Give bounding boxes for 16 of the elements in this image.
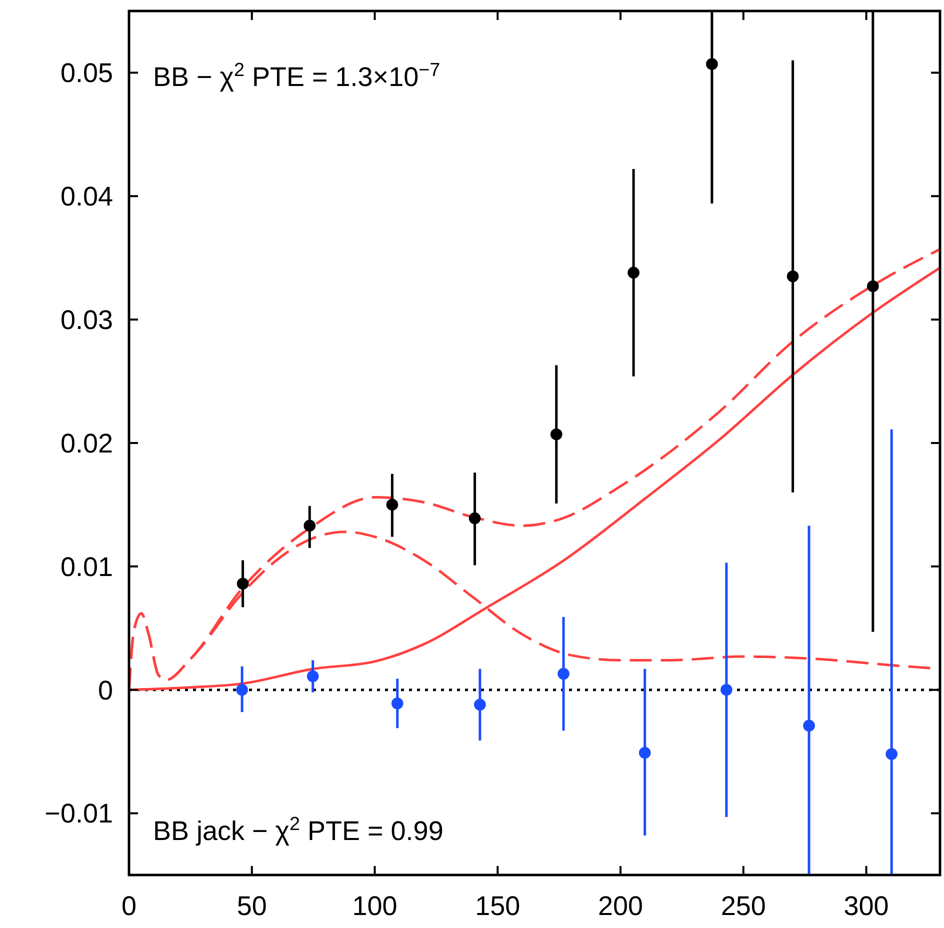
y-tick-label: 0 [98,675,113,706]
x-tick-label: 0 [121,891,137,921]
x-tick-label: 300 [844,891,889,921]
y-tick-label: 0.03 [60,305,113,336]
x-tick-label: 200 [598,891,644,921]
y-tick-label: 0.04 [60,182,113,212]
x-tick-label: 50 [236,891,267,921]
y-tick-label: 0.02 [60,428,113,458]
y-tick-label: −0.01 [44,798,113,829]
annotation: BB − χ$^{2}$ PTE = 1.3×10$^{−7}$ [153,60,440,92]
x-tick-label: 150 [475,891,520,921]
annotation: BB jack − χ$^{2}$ PTE = 0.99 [153,814,444,846]
y-tick-label: 0.01 [60,552,113,582]
x-tick-label: 100 [352,891,398,921]
y-tick-label: 0.05 [60,58,113,88]
x-tick-label: 250 [720,891,766,921]
